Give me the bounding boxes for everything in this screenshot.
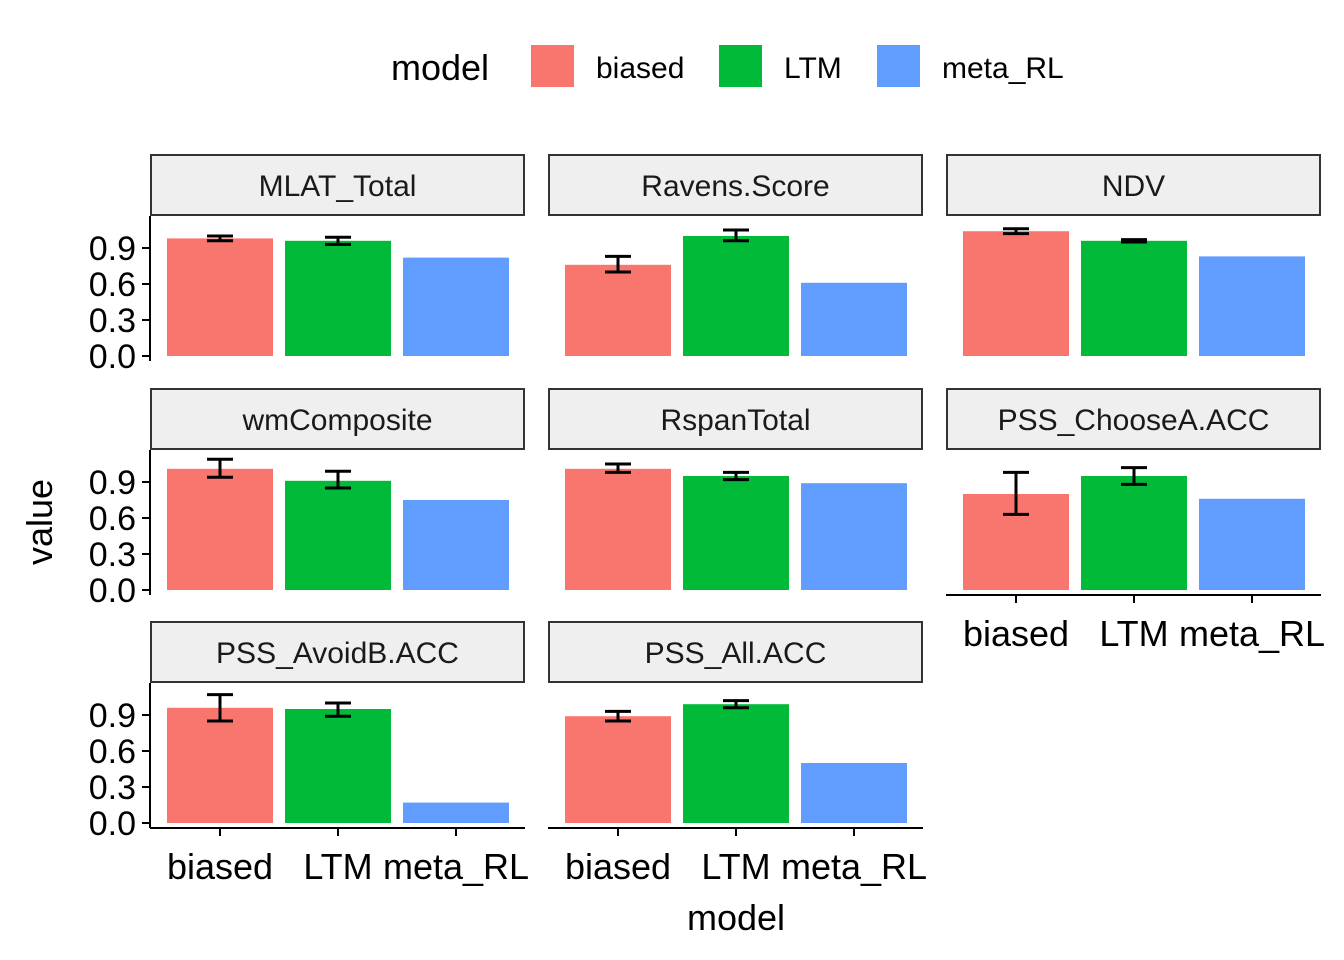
error-bar-biased [207, 693, 233, 723]
panel-title: RspanTotal [660, 404, 810, 437]
panel-MLAT_Total: MLAT_Total 0.00.30.60.9 [89, 154, 525, 376]
y-tick-label: 0.6 [89, 266, 136, 304]
legend-key-LTM [719, 45, 762, 87]
panel-title: PSS_AvoidB.ACC [216, 637, 459, 670]
y-tick-label: 0.3 [89, 769, 136, 807]
bar-meta_RL [801, 282, 907, 356]
x-tick-label: biased [565, 846, 671, 887]
y-tick-label: 0.3 [89, 302, 136, 340]
panel-strip [150, 388, 525, 450]
panel-NDV: NDV [946, 154, 1321, 356]
bar-meta_RL [1199, 256, 1305, 356]
error-bar-biased [605, 254, 631, 274]
y-tick-label: 0.6 [89, 500, 136, 538]
bar-LTM [683, 476, 789, 590]
panel-title: NDV [1102, 170, 1165, 203]
y-tick-label: 0.9 [89, 464, 136, 502]
panel-strip [150, 621, 525, 683]
bar-meta_RL [403, 802, 509, 823]
panel-title: wmComposite [241, 404, 432, 437]
x-tick-label: LTM [303, 846, 372, 887]
panel-strip [548, 621, 923, 683]
panel-strip [548, 388, 923, 450]
error-bar-LTM [723, 470, 749, 482]
panel-title: PSS_ChooseA.ACC [998, 404, 1270, 437]
x-tick-label: meta_RL [383, 846, 529, 887]
y-tick-label: 0.9 [89, 230, 136, 268]
y-tick-label: 0.3 [89, 536, 136, 574]
x-tick-label: LTM [1099, 613, 1168, 654]
legend: model biased LTM meta_RL [391, 45, 1064, 88]
bar-LTM [683, 236, 789, 356]
bar-meta_RL [801, 763, 907, 823]
y-tick-label: 0.6 [89, 733, 136, 771]
x-axis-label: model [687, 897, 785, 938]
error-bar-biased [1003, 470, 1029, 516]
legend-label-LTM: LTM [784, 52, 842, 85]
error-bar-LTM [723, 228, 749, 243]
error-bar-LTM [723, 699, 749, 710]
x-tick-label: biased [167, 846, 273, 887]
bar-LTM [285, 240, 391, 356]
panel-strip [150, 154, 525, 216]
x-tick-label: LTM [701, 846, 770, 887]
error-bar-biased [207, 234, 233, 243]
error-bar-LTM [325, 235, 351, 246]
bar-LTM [1081, 240, 1187, 356]
error-bar-biased [605, 709, 631, 723]
panel-Ravens.Score: Ravens.Score [548, 154, 923, 356]
bar-biased [167, 468, 273, 590]
legend-title: model [391, 47, 489, 88]
bar-LTM [285, 480, 391, 590]
y-tick-label: 0.0 [89, 805, 136, 843]
y-tick-label: 0.9 [89, 697, 136, 735]
bar-meta_RL [403, 257, 509, 356]
x-tick-label: biased [963, 613, 1069, 654]
y-axis-label: value [19, 479, 60, 565]
panel-PSS_AvoidB.ACC: PSS_AvoidB.ACC 0.00.30.60.9 biased LTM meta_… [89, 621, 529, 887]
error-bar-LTM [325, 701, 351, 718]
bar-meta_RL [403, 500, 509, 590]
y-tick-label: 0.0 [89, 338, 136, 376]
x-tick-label: meta_RL [781, 846, 927, 887]
bar-meta_RL [801, 483, 907, 590]
bar-biased [167, 707, 273, 823]
error-bar-biased [605, 462, 631, 474]
panel-wmComposite: wmComposite 0.00.30.60.9 [89, 388, 525, 610]
bar-biased [565, 468, 671, 590]
x-tick-label: meta_RL [1179, 613, 1325, 654]
bar-meta_RL [1199, 498, 1305, 590]
error-bar-LTM [325, 469, 351, 490]
legend-label-biased: biased [596, 52, 684, 85]
error-bar-biased [1003, 227, 1029, 236]
panel-strip [548, 154, 923, 216]
error-bar-LTM [1121, 466, 1147, 486]
bar-LTM [683, 704, 789, 823]
panel-title: Ravens.Score [641, 170, 829, 203]
bar-LTM [1081, 476, 1187, 590]
panel-strip [946, 154, 1321, 216]
panel-title: PSS_All.ACC [645, 637, 827, 670]
error-bar-biased [207, 457, 233, 479]
legend-label-meta_RL: meta_RL [942, 52, 1064, 85]
panel-RspanTotal: RspanTotal [548, 388, 923, 590]
panel-strip [946, 388, 1321, 450]
panel-title: MLAT_Total [259, 170, 417, 203]
error-bar-LTM [1121, 238, 1147, 244]
bar-biased [963, 231, 1069, 356]
bar-biased [565, 716, 671, 823]
y-tick-label: 0.0 [89, 572, 136, 610]
legend-key-biased [531, 45, 574, 87]
bar-biased [565, 264, 671, 356]
legend-key-meta_RL [877, 45, 920, 87]
bar-biased [167, 238, 273, 356]
bar-LTM [285, 709, 391, 823]
